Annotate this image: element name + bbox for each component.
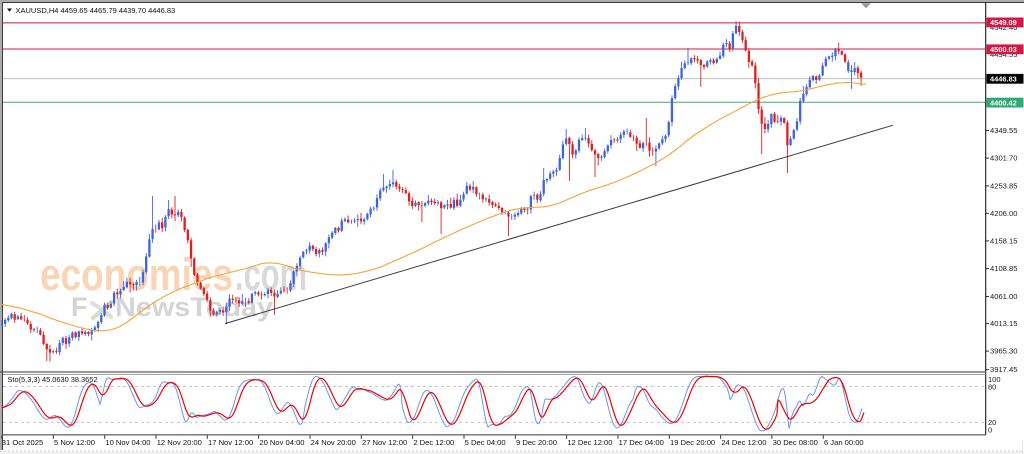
svg-text:Sto(5,3,3) 45.0630 38.3652: Sto(5,3,3) 45.0630 38.3652	[8, 375, 98, 384]
svg-text:24 Dec 12:00: 24 Dec 12:00	[721, 438, 766, 447]
svg-text:2 Dec 12:00: 2 Dec 12:00	[413, 438, 454, 447]
svg-text:9 Dec 20:00: 9 Dec 20:00	[516, 438, 557, 447]
svg-text:NewsToday: NewsToday	[115, 292, 273, 322]
svg-text:6 Jan 00:00: 6 Jan 00:00	[824, 438, 864, 447]
svg-text:economies: economies	[40, 249, 233, 300]
svg-text:10 Nov 04:00: 10 Nov 04:00	[105, 438, 150, 447]
svg-text:80: 80	[988, 383, 996, 392]
svg-text:4400.42: 4400.42	[990, 98, 1017, 107]
svg-text:4253.85: 4253.85	[990, 182, 1017, 191]
svg-text:100: 100	[988, 375, 1001, 384]
svg-text:3917.45: 3917.45	[990, 365, 1017, 374]
svg-text:4013.15: 4013.15	[990, 319, 1017, 328]
svg-text:4206.00: 4206.00	[990, 209, 1017, 218]
svg-text:12 Nov 20:00: 12 Nov 20:00	[157, 438, 202, 447]
svg-text:17 Nov 12:00: 17 Nov 12:00	[208, 438, 253, 447]
svg-text:30 Dec 08:00: 30 Dec 08:00	[773, 438, 818, 447]
svg-text:3965.30: 3965.30	[990, 347, 1017, 356]
svg-text:4446.83: 4446.83	[990, 75, 1017, 84]
svg-text:19 Dec 20:00: 19 Dec 20:00	[670, 438, 715, 447]
svg-text:31 Oct 2025: 31 Oct 2025	[2, 438, 43, 447]
svg-text:4108.85: 4108.85	[990, 264, 1017, 273]
svg-text:4549.09: 4549.09	[990, 18, 1017, 27]
svg-text:12 Dec 12:00: 12 Dec 12:00	[567, 438, 612, 447]
svg-text:17 Dec 04:00: 17 Dec 04:00	[619, 438, 664, 447]
svg-text:0: 0	[988, 426, 992, 435]
svg-text:4158.15: 4158.15	[990, 237, 1017, 246]
svg-text:4301.70: 4301.70	[990, 154, 1017, 163]
svg-text:20: 20	[988, 418, 996, 427]
svg-text:27 Nov 12:00: 27 Nov 12:00	[362, 438, 407, 447]
svg-text:5 Nov 12:00: 5 Nov 12:00	[54, 438, 95, 447]
svg-text:20 Nov 04:00: 20 Nov 04:00	[259, 438, 304, 447]
svg-text:4500.03: 4500.03	[990, 45, 1017, 54]
svg-text:XAUUSD,H4 4459.65 4465.79 4439: XAUUSD,H4 4459.65 4465.79 4439.70 4446.8…	[16, 6, 176, 15]
svg-text:5 Dec 04:00: 5 Dec 04:00	[465, 438, 506, 447]
svg-text:4061.00: 4061.00	[990, 292, 1017, 301]
svg-text:4349.55: 4349.55	[990, 126, 1017, 135]
svg-text:4494.55: 4494.55	[990, 50, 1017, 59]
svg-text:F: F	[71, 292, 88, 322]
svg-text:24 Nov 20:00: 24 Nov 20:00	[311, 438, 356, 447]
